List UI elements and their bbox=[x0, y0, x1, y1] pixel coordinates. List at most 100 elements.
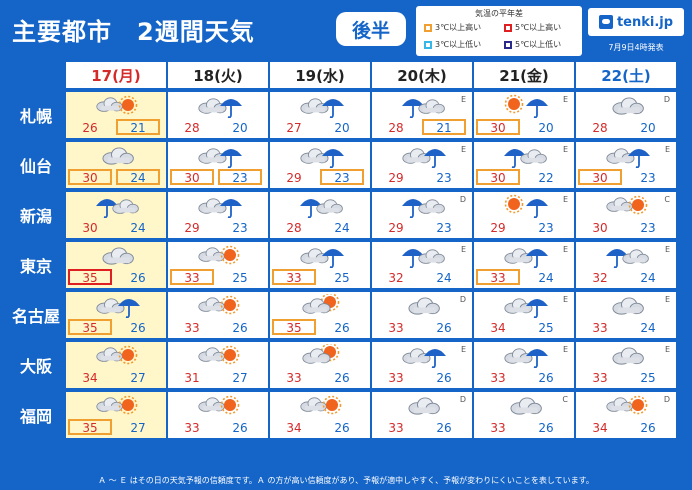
logo-text: tenki.jp bbox=[616, 14, 674, 30]
min-temperature: 23 bbox=[218, 169, 262, 185]
forecast-cell[interactable]: E 33 25 bbox=[576, 342, 676, 388]
forecast-cell[interactable]: E 33 26 bbox=[474, 342, 574, 388]
forecast-cell[interactable]: D 28 20 bbox=[576, 92, 676, 138]
cloud-logo-icon bbox=[598, 15, 613, 29]
page-title: 主要都市 2週間天気 bbox=[12, 18, 255, 46]
max-temperature: 34 bbox=[592, 421, 608, 435]
reliability-grade: E bbox=[460, 245, 466, 254]
forecast-cell[interactable]: 35 27 bbox=[66, 392, 166, 438]
forecast-cell[interactable]: 31 27 bbox=[168, 342, 268, 388]
forecast-cell[interactable]: 33 25 bbox=[168, 242, 268, 288]
cloudy-rain-icon bbox=[606, 144, 650, 169]
min-temperature: 21 bbox=[116, 119, 160, 135]
sunny-cloudy-icon bbox=[96, 394, 140, 418]
cloudy-rain-icon bbox=[504, 294, 548, 319]
reliability-grade: E bbox=[460, 95, 466, 104]
rain-cloudy-icon bbox=[606, 244, 650, 269]
forecast-cell[interactable]: D 33 26 bbox=[372, 292, 472, 338]
forecast-cell[interactable]: E 28 21 bbox=[372, 92, 472, 138]
forecast-cell[interactable]: 34 26 bbox=[270, 392, 370, 438]
forecast-cell[interactable]: D 29 23 bbox=[372, 192, 472, 238]
forecast-cell[interactable]: 28 24 bbox=[270, 192, 370, 238]
max-temperature: 34 bbox=[286, 421, 302, 435]
forecast-cell[interactable]: 29 23 bbox=[270, 142, 370, 188]
forecast-cell[interactable]: E 30 23 bbox=[576, 142, 676, 188]
min-temperature: 24 bbox=[640, 321, 656, 335]
legend-item-hot5: 5℃以上高い bbox=[504, 22, 561, 33]
rain-cloudy-icon bbox=[402, 244, 446, 269]
legend-swatch-hot3 bbox=[424, 23, 432, 32]
forecast-cell[interactable]: 35 26 bbox=[270, 292, 370, 338]
tenki-logo[interactable]: tenki.jp bbox=[588, 8, 684, 36]
max-temperature: 28 bbox=[388, 121, 404, 135]
min-temperature: 22 bbox=[538, 171, 554, 185]
rain-cloudy-icon bbox=[402, 94, 446, 119]
reliability-grade: C bbox=[664, 195, 670, 204]
forecast-cell[interactable]: E 33 24 bbox=[474, 242, 574, 288]
forecast-cell[interactable]: C 33 26 bbox=[474, 392, 574, 438]
min-temperature: 21 bbox=[422, 119, 466, 135]
forecast-cell[interactable]: 29 23 bbox=[168, 192, 268, 238]
forecast-cell[interactable]: E 30 20 bbox=[474, 92, 574, 138]
forecast-cell[interactable]: 26 21 bbox=[66, 92, 166, 138]
legend-swatch-cold3 bbox=[424, 40, 432, 49]
min-temperature: 26 bbox=[640, 421, 656, 435]
forecast-cell[interactable]: 30 24 bbox=[66, 142, 166, 188]
min-temperature: 23 bbox=[232, 221, 248, 235]
forecast-cell[interactable]: 30 24 bbox=[66, 192, 166, 238]
forecast-cell[interactable]: 35 26 bbox=[66, 242, 166, 288]
day-header: 17(月) bbox=[66, 62, 166, 88]
min-temperature: 26 bbox=[334, 321, 350, 335]
max-temperature: 31 bbox=[184, 371, 200, 385]
forecast-cell[interactable]: 27 20 bbox=[270, 92, 370, 138]
cloudy-icon bbox=[96, 144, 140, 168]
max-temperature: 34 bbox=[490, 321, 506, 335]
forecast-cell[interactable]: E 29 23 bbox=[372, 142, 472, 188]
forecast-cell[interactable]: D 34 26 bbox=[576, 392, 676, 438]
max-temperature: 29 bbox=[184, 221, 200, 235]
forecast-cell[interactable]: 33 26 bbox=[168, 292, 268, 338]
reliability-grade: D bbox=[663, 95, 670, 104]
sunny-cloudy-icon bbox=[198, 344, 242, 368]
forecast-cell[interactable]: D 33 26 bbox=[372, 392, 472, 438]
reliability-grade: E bbox=[664, 145, 670, 154]
forecast-cell[interactable]: E 33 24 bbox=[576, 292, 676, 338]
forecast-cell[interactable]: E 32 24 bbox=[372, 242, 472, 288]
max-temperature: 33 bbox=[490, 371, 506, 385]
forecast-cell[interactable]: E 33 26 bbox=[372, 342, 472, 388]
forecast-cell[interactable]: C 30 23 bbox=[576, 192, 676, 238]
min-temperature: 24 bbox=[436, 271, 452, 285]
min-temperature: 26 bbox=[130, 271, 146, 285]
forecast-cell[interactable]: 35 26 bbox=[66, 292, 166, 338]
forecast-cell[interactable]: 33 26 bbox=[270, 342, 370, 388]
max-temperature: 33 bbox=[490, 421, 506, 435]
forecast-cell[interactable]: 28 20 bbox=[168, 92, 268, 138]
max-temperature: 33 bbox=[388, 421, 404, 435]
min-temperature: 25 bbox=[334, 271, 350, 285]
forecast-cell[interactable]: E 30 22 bbox=[474, 142, 574, 188]
forecast-cell[interactable]: 33 25 bbox=[270, 242, 370, 288]
max-temperature: 33 bbox=[272, 269, 316, 285]
reliability-grade: C bbox=[562, 395, 568, 404]
forecast-cell[interactable]: 34 27 bbox=[66, 342, 166, 388]
reliability-grade: E bbox=[460, 145, 466, 154]
cloudy-rain-icon bbox=[300, 144, 344, 169]
forecast-cell[interactable]: E 29 23 bbox=[474, 192, 574, 238]
min-temperature: 23 bbox=[436, 171, 452, 185]
max-temperature: 30 bbox=[170, 169, 214, 185]
min-temperature: 25 bbox=[640, 371, 656, 385]
rain-cloudy-icon bbox=[504, 144, 548, 169]
min-temperature: 24 bbox=[640, 271, 656, 285]
legend-item-cold3: 3℃以上低い bbox=[424, 39, 481, 50]
forecast-cell[interactable]: 30 23 bbox=[168, 142, 268, 188]
day-header: 21(金) bbox=[474, 62, 574, 88]
forecast-cell[interactable]: E 34 25 bbox=[474, 292, 574, 338]
min-temperature: 23 bbox=[436, 221, 452, 235]
max-temperature: 30 bbox=[82, 221, 98, 235]
legend-label: 3℃以上高い bbox=[435, 23, 482, 32]
min-temperature: 27 bbox=[232, 371, 248, 385]
max-temperature: 30 bbox=[476, 169, 520, 185]
forecast-cell[interactable]: 33 26 bbox=[168, 392, 268, 438]
forecast-cell[interactable]: E 32 24 bbox=[576, 242, 676, 288]
max-temperature: 28 bbox=[592, 121, 608, 135]
